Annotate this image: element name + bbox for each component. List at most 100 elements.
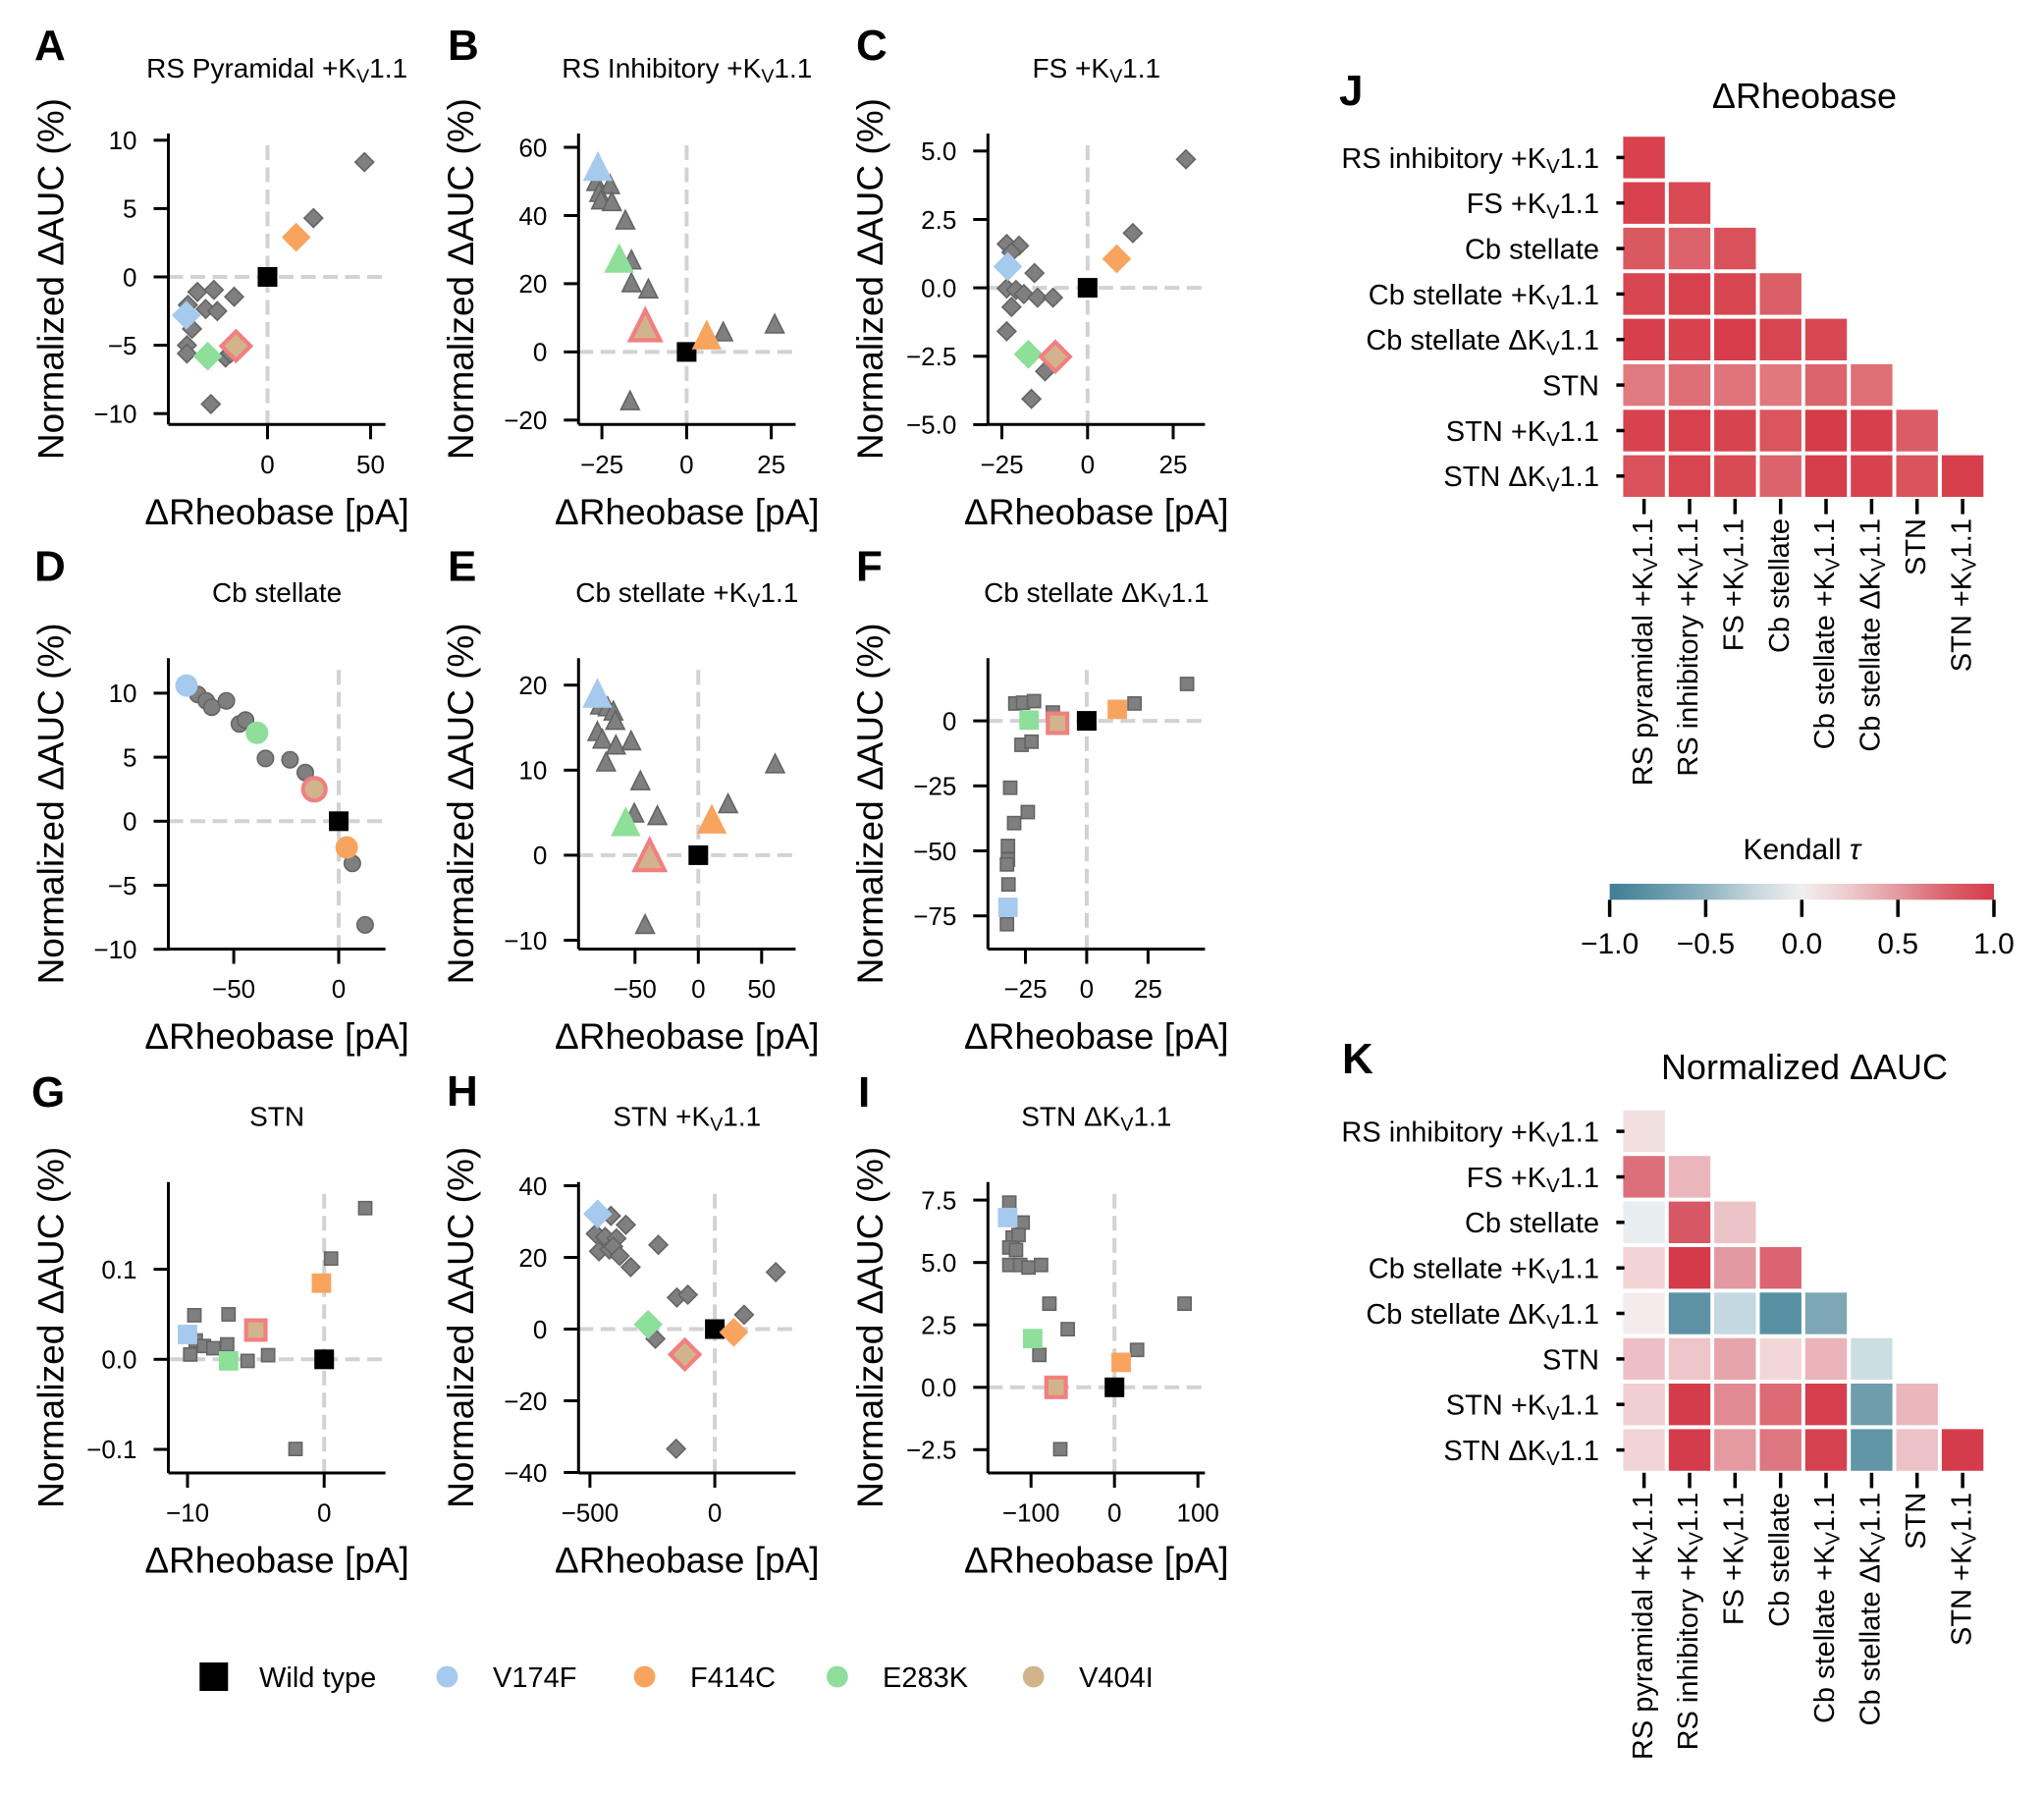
- svg-text:Normalized ΔAUC (%): Normalized ΔAUC (%): [30, 1147, 71, 1508]
- svg-text:ΔRheobase [pA]: ΔRheobase [pA]: [964, 1016, 1229, 1057]
- svg-text:ΔRheobase [pA]: ΔRheobase [pA]: [144, 1541, 409, 1581]
- svg-text:STN +KV1.1: STN +KV1.1: [1446, 1390, 1599, 1425]
- svg-text:−100: −100: [1002, 1498, 1060, 1528]
- svg-text:J: J: [1339, 67, 1363, 115]
- svg-text:Normalized ΔAUC: Normalized ΔAUC: [1661, 1047, 1948, 1087]
- svg-text:ΔRheobase [pA]: ΔRheobase [pA]: [144, 492, 409, 532]
- svg-text:0: 0: [1080, 974, 1094, 1004]
- svg-text:ΔRheobase [pA]: ΔRheobase [pA]: [555, 492, 820, 532]
- svg-text:5.0: 5.0: [921, 1248, 956, 1278]
- svg-text:FS +KV1.1: FS +KV1.1: [1719, 518, 1753, 651]
- svg-text:−25: −25: [913, 772, 956, 801]
- svg-text:−10: −10: [166, 1498, 209, 1528]
- svg-text:100: 100: [1177, 1498, 1219, 1528]
- svg-text:RS inhibitory +KV1.1: RS inhibitory +KV1.1: [1673, 518, 1707, 777]
- svg-text:0: 0: [317, 1498, 331, 1528]
- svg-text:40: 40: [518, 201, 547, 231]
- svg-text:10: 10: [518, 756, 547, 786]
- svg-text:−50: −50: [614, 974, 657, 1004]
- svg-text:−50: −50: [913, 837, 956, 866]
- svg-text:FS +KV1.1: FS +KV1.1: [1467, 1163, 1599, 1197]
- svg-text:2.5: 2.5: [921, 205, 956, 235]
- svg-text:Wild type: Wild type: [259, 1662, 376, 1694]
- svg-text:Cb stellate: Cb stellate: [1764, 518, 1796, 653]
- svg-text:F: F: [856, 543, 883, 591]
- svg-text:STN ΔKV1.1: STN ΔKV1.1: [1443, 1436, 1599, 1470]
- svg-text:Cb stellate +KV1.1: Cb stellate +KV1.1: [575, 577, 798, 612]
- svg-text:−25: −25: [1003, 974, 1047, 1004]
- svg-text:2.5: 2.5: [921, 1311, 956, 1340]
- svg-text:7.5: 7.5: [921, 1185, 956, 1215]
- svg-text:Normalized ΔAUC (%): Normalized ΔAUC (%): [850, 623, 890, 984]
- svg-text:ΔRheobase [pA]: ΔRheobase [pA]: [144, 1016, 409, 1057]
- svg-text:−5: −5: [108, 871, 137, 900]
- svg-text:Cb stellate: Cb stellate: [1764, 1493, 1796, 1627]
- svg-text:C: C: [856, 22, 888, 70]
- svg-text:E: E: [448, 543, 476, 591]
- svg-text:Cb stellate ΔKV1.1: Cb stellate ΔKV1.1: [1366, 1299, 1599, 1334]
- svg-text:RS Inhibitory +KV1.1: RS Inhibitory +KV1.1: [562, 53, 812, 87]
- svg-text:−2.5: −2.5: [906, 342, 956, 371]
- svg-text:5: 5: [123, 742, 136, 772]
- svg-text:0: 0: [123, 807, 136, 837]
- svg-text:10: 10: [109, 679, 137, 708]
- svg-text:STN: STN: [1901, 518, 1932, 575]
- svg-text:B: B: [448, 22, 479, 70]
- svg-text:STN ΔKV1.1: STN ΔKV1.1: [1443, 462, 1599, 496]
- svg-text:FS +KV1.1: FS +KV1.1: [1467, 189, 1599, 223]
- svg-text:−5: −5: [108, 331, 137, 360]
- svg-text:Cb stellate: Cb stellate: [1465, 1208, 1599, 1239]
- svg-text:RS inhibitory +KV1.1: RS inhibitory +KV1.1: [1341, 143, 1599, 178]
- svg-text:−75: −75: [913, 901, 956, 931]
- svg-text:−50: −50: [212, 974, 255, 1004]
- svg-text:0.1: 0.1: [101, 1255, 136, 1284]
- svg-text:ΔRheobase [pA]: ΔRheobase [pA]: [964, 1541, 1229, 1581]
- svg-text:E283K: E283K: [883, 1662, 969, 1694]
- svg-text:Normalized ΔAUC (%): Normalized ΔAUC (%): [441, 623, 481, 984]
- svg-text:0: 0: [533, 841, 547, 870]
- svg-text:STN +KV1.1: STN +KV1.1: [613, 1102, 761, 1136]
- svg-text:G: G: [31, 1068, 65, 1116]
- svg-text:RS inhibitory +KV1.1: RS inhibitory +KV1.1: [1341, 1117, 1599, 1152]
- svg-text:STN +KV1.1: STN +KV1.1: [1946, 1493, 1980, 1646]
- svg-text:STN: STN: [249, 1102, 304, 1132]
- svg-text:V174F: V174F: [493, 1662, 576, 1694]
- svg-text:0: 0: [1081, 450, 1095, 479]
- svg-text:0.0: 0.0: [1781, 928, 1822, 960]
- svg-text:0.0: 0.0: [921, 273, 956, 302]
- svg-text:H: H: [447, 1067, 478, 1116]
- svg-text:Cb stellate ΔKV1.1: Cb stellate ΔKV1.1: [1856, 518, 1890, 752]
- svg-text:Cb stellate ΔKV1.1: Cb stellate ΔKV1.1: [1856, 1493, 1890, 1726]
- svg-text:FS +KV1.1: FS +KV1.1: [1719, 1493, 1753, 1625]
- svg-text:Normalized ΔAUC (%): Normalized ΔAUC (%): [30, 98, 71, 460]
- svg-text:0: 0: [260, 450, 274, 479]
- svg-text:Cb stellate +KV1.1: Cb stellate +KV1.1: [1809, 518, 1844, 749]
- svg-text:−1.0: −1.0: [1581, 928, 1639, 960]
- svg-text:Cb stellate ΔKV1.1: Cb stellate ΔKV1.1: [984, 577, 1209, 612]
- svg-text:Normalized ΔAUC (%): Normalized ΔAUC (%): [441, 1147, 481, 1508]
- svg-text:20: 20: [518, 269, 547, 299]
- svg-text:−10: −10: [93, 400, 136, 429]
- svg-text:RS Pyramidal +KV1.1: RS Pyramidal +KV1.1: [146, 53, 407, 87]
- svg-text:K: K: [1342, 1035, 1373, 1083]
- svg-text:V404I: V404I: [1079, 1662, 1154, 1694]
- svg-text:0: 0: [679, 450, 693, 479]
- svg-text:Normalized ΔAUC (%): Normalized ΔAUC (%): [850, 1147, 890, 1508]
- svg-text:Cb stellate: Cb stellate: [212, 577, 342, 608]
- svg-text:−25: −25: [980, 450, 1023, 479]
- svg-text:F414C: F414C: [690, 1662, 776, 1694]
- svg-text:0: 0: [533, 1315, 547, 1344]
- svg-text:Cb stellate: Cb stellate: [1465, 235, 1599, 266]
- svg-text:0.0: 0.0: [101, 1345, 136, 1375]
- svg-text:ΔRheobase [pA]: ΔRheobase [pA]: [964, 492, 1229, 532]
- svg-text:ΔRheobase [pA]: ΔRheobase [pA]: [555, 1541, 820, 1581]
- svg-text:D: D: [34, 543, 66, 591]
- svg-text:1.0: 1.0: [1973, 928, 2015, 960]
- svg-text:ΔRheobase: ΔRheobase: [1712, 76, 1897, 116]
- svg-text:Cb stellate +KV1.1: Cb stellate +KV1.1: [1369, 280, 1599, 314]
- svg-text:0.5: 0.5: [1877, 928, 1918, 960]
- svg-text:5: 5: [123, 194, 136, 224]
- svg-text:Cb stellate +KV1.1: Cb stellate +KV1.1: [1809, 1493, 1844, 1723]
- svg-text:−10: −10: [93, 935, 136, 964]
- svg-text:25: 25: [1134, 974, 1162, 1004]
